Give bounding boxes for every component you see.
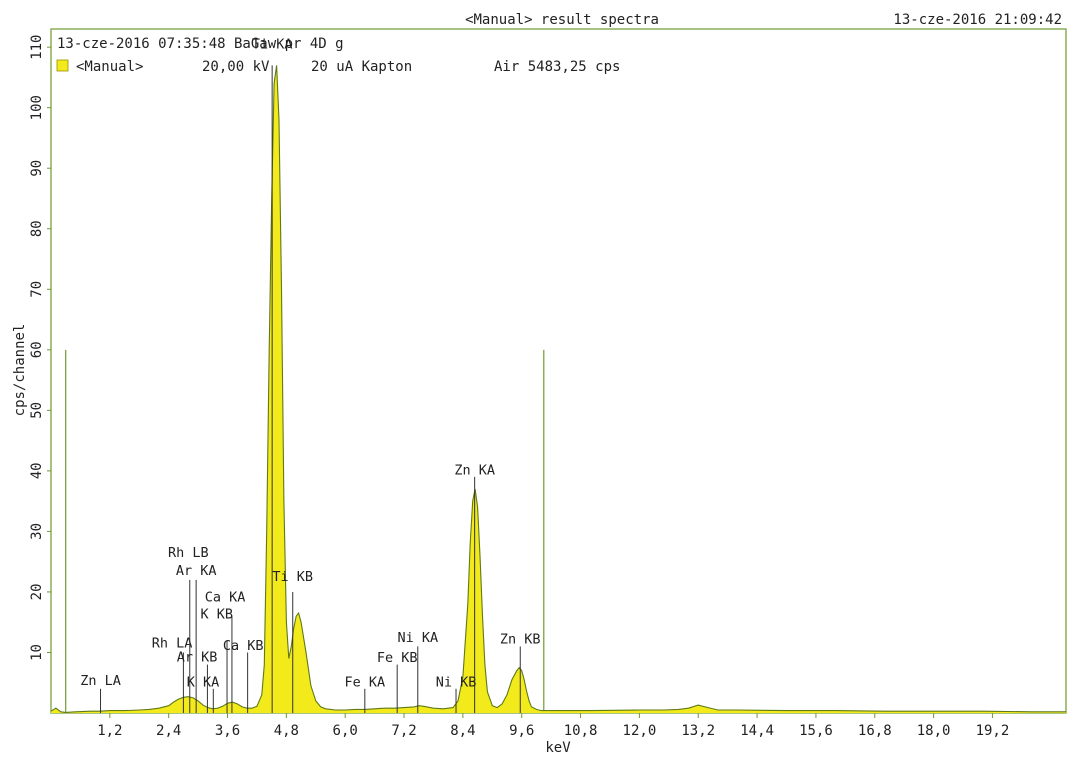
peak-label-zn-ka: Zn KA: [454, 463, 495, 479]
peak-label-ti-ka: Ti KA: [252, 36, 293, 52]
current-filter-text: 20 uA Kapton: [311, 59, 412, 75]
y-axis-ticks: 10 20 30 40 50 60 70 80 90 100 110: [29, 35, 51, 661]
x-tick-label: 13,2: [681, 723, 715, 739]
legend-swatch: [56, 59, 69, 72]
peak-label-k-kb: K KB: [200, 607, 233, 623]
peak-label-zn-kb: Zn KB: [500, 631, 541, 647]
peak-label-ar-ka: Ar KA: [176, 563, 217, 579]
x-tick-label: 12,0: [623, 723, 657, 739]
y-tick-label: 40: [29, 462, 45, 479]
peak-label-ca-ka: Ca KA: [205, 590, 246, 606]
x-axis-label: keV: [545, 740, 571, 756]
spectrum-line: [50, 65, 1066, 713]
y-tick-label: 30: [29, 523, 45, 540]
peak-label-ti-kb: Ti KB: [272, 569, 313, 585]
atmosphere-rate-text: Air 5483,25 cps: [494, 59, 620, 75]
voltage-text: 20,00 kV: [202, 59, 270, 75]
y-tick-label: 10: [29, 644, 45, 661]
peak-label-k-ka: K KA: [187, 674, 220, 690]
y-tick-label: 70: [29, 281, 45, 298]
peak-label-rh-lb: Rh LB: [168, 545, 209, 561]
peak-label-rh-la: Rh LA: [152, 636, 193, 652]
x-tick-label: 10,8: [564, 723, 598, 739]
report-datetime: 13-cze-2016 21:09:42: [893, 12, 1062, 28]
peak-label-ni-ka: Ni KA: [397, 630, 438, 646]
y-tick-label: 90: [29, 160, 45, 177]
x-tick-label: 8,4: [450, 723, 475, 739]
sample-info: 13-cze-2016 07:35:48 BaGaw pr 4D g: [57, 36, 344, 52]
y-tick-label: 20: [29, 584, 45, 601]
x-tick-label: 15,6: [799, 723, 833, 739]
chart-title: <Manual> result spectra: [465, 12, 659, 28]
spectrum-series: [50, 65, 1066, 714]
y-tick-label: 110: [29, 35, 45, 60]
x-tick-label: 7,2: [391, 723, 416, 739]
peak-label-ni-kb: Ni KB: [436, 674, 477, 690]
legend-label: <Manual>: [76, 59, 143, 75]
peak-label-fe-ka: Fe KA: [344, 674, 385, 690]
y-tick-label: 100: [29, 95, 45, 120]
peak-label-zn-la: Zn LA: [80, 673, 121, 689]
x-tick-label: 9,6: [509, 723, 534, 739]
peak-label-fe-kb: Fe KB: [377, 650, 418, 666]
x-tick-label: 16,8: [858, 723, 892, 739]
x-tick-label: 1,2: [97, 723, 122, 739]
x-axis-ticks: 1,2 2,4 3,6 4,8 6,0 7,2 8,4 9,6 10,8 12,0 13,2 14,4…: [97, 713, 1009, 739]
y-tick-label: 50: [29, 402, 45, 419]
y-axis-label: cps/channel: [12, 324, 28, 417]
x-tick-label: 6,0: [333, 723, 358, 739]
region-of-interest-markers: [65, 349, 545, 713]
x-tick-label: 18,0: [917, 723, 951, 739]
y-tick-label: 60: [29, 341, 45, 358]
peak-label-ar-kb: Ar KB: [177, 650, 218, 666]
x-tick-label: 3,6: [215, 723, 240, 739]
x-tick-label: 4,8: [274, 723, 299, 739]
peak-label-ca-kb: Ca KB: [223, 638, 264, 654]
x-tick-label: 19,2: [976, 723, 1010, 739]
x-tick-label: 2,4: [156, 723, 181, 739]
y-tick-label: 80: [29, 220, 45, 237]
x-tick-label: 14,4: [740, 723, 774, 739]
